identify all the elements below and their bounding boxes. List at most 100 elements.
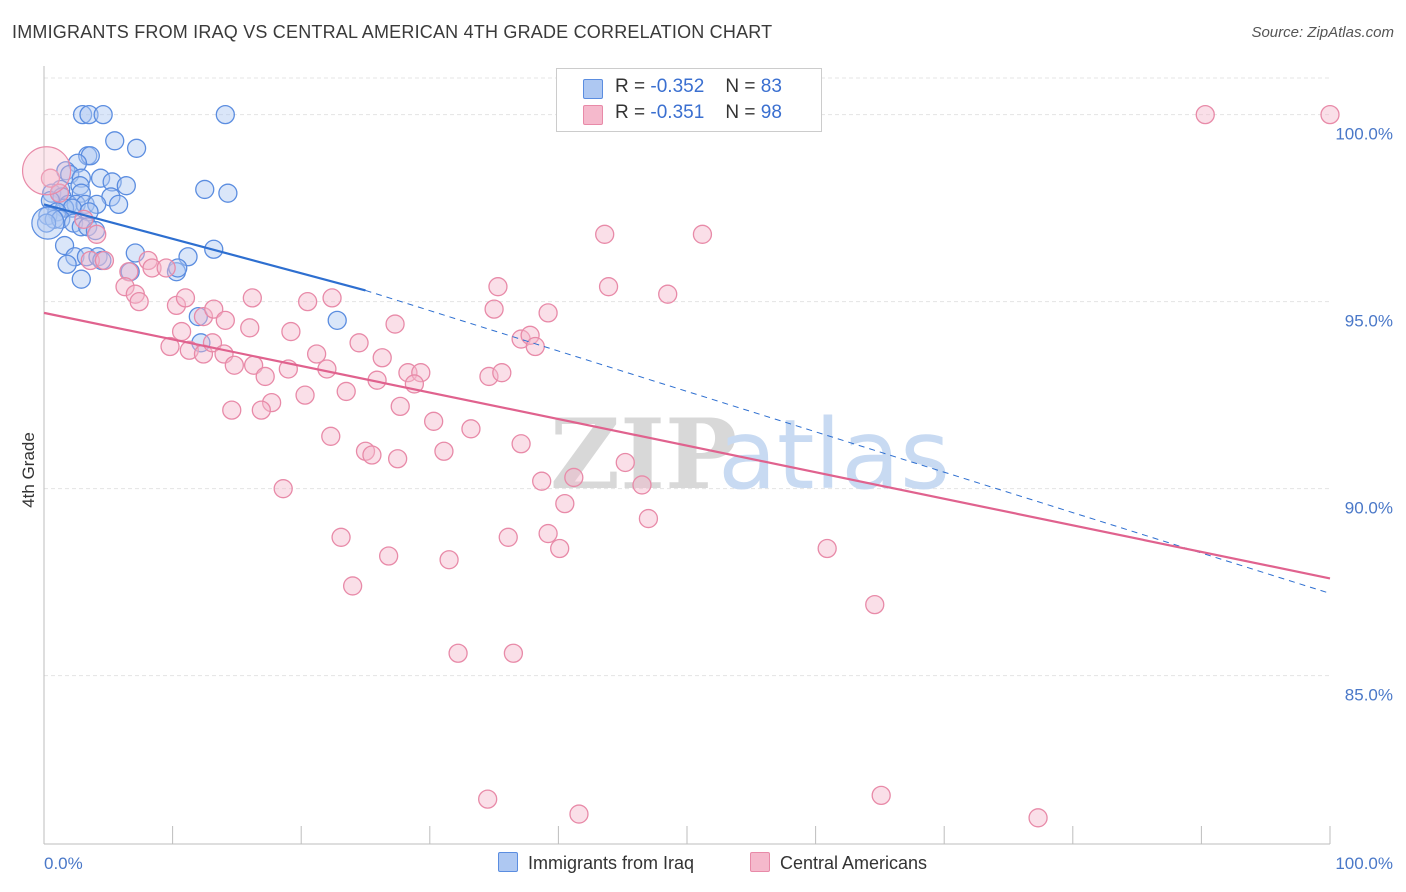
point-central bbox=[273, 479, 293, 499]
trend-line-central bbox=[43, 311, 1331, 580]
point-iraq bbox=[116, 176, 136, 196]
point-central bbox=[871, 785, 891, 806]
point-iraq bbox=[42, 183, 62, 203]
y-tick-label: 90.0% bbox=[1345, 499, 1393, 518]
point-central bbox=[569, 804, 589, 824]
point-iraq bbox=[57, 254, 77, 274]
point-central bbox=[632, 475, 652, 495]
point-iraq bbox=[71, 183, 91, 203]
point-iraq bbox=[327, 310, 347, 330]
watermark-atlas: atlas bbox=[718, 399, 950, 511]
point-central bbox=[129, 291, 149, 312]
point-central bbox=[498, 527, 518, 547]
legend-r-value-central: -0.351 bbox=[650, 102, 705, 123]
point-central bbox=[160, 336, 180, 357]
point-central bbox=[385, 314, 405, 334]
point-central bbox=[342, 576, 363, 596]
point-iraq bbox=[79, 104, 99, 125]
point-central bbox=[692, 224, 713, 244]
point-central bbox=[21, 146, 72, 196]
watermark-zip: ZIP bbox=[550, 398, 737, 511]
legend-swatch-central bbox=[583, 105, 603, 125]
series-label-central: Central Americans bbox=[780, 853, 928, 873]
point-central bbox=[372, 348, 392, 368]
point-central bbox=[255, 366, 275, 387]
point-central bbox=[331, 527, 351, 547]
point-central bbox=[488, 277, 508, 297]
point-central bbox=[171, 321, 192, 342]
point-central bbox=[520, 325, 540, 345]
point-central bbox=[550, 538, 570, 559]
point-central bbox=[503, 643, 524, 663]
point-iraq bbox=[36, 213, 57, 233]
y-tick-label: 85.0% bbox=[1345, 686, 1393, 705]
point-central bbox=[295, 385, 315, 405]
point-central bbox=[336, 381, 356, 402]
point-central bbox=[511, 434, 531, 454]
point-iraq bbox=[195, 179, 215, 200]
point-central bbox=[362, 445, 382, 465]
point-central bbox=[434, 441, 454, 461]
point-iraq bbox=[71, 168, 91, 188]
point-central bbox=[322, 288, 342, 308]
point-iraq bbox=[126, 138, 147, 158]
point-central bbox=[179, 340, 199, 360]
legend-n-label: N = bbox=[725, 102, 756, 123]
point-central bbox=[595, 224, 615, 244]
correlation-legend: R = -0.352 N = 83 R = -0.351 N = 98 bbox=[556, 68, 822, 132]
point-central bbox=[242, 288, 262, 308]
legend-n-value-central: 98 bbox=[760, 102, 782, 123]
grid-lines bbox=[44, 77, 1330, 677]
point-central bbox=[222, 400, 242, 420]
point-central bbox=[40, 168, 61, 188]
point-central bbox=[615, 452, 635, 473]
point-central bbox=[306, 344, 327, 364]
point-central bbox=[461, 419, 481, 439]
trend-line-iraq-extension bbox=[365, 289, 1331, 594]
point-iraq bbox=[72, 104, 93, 125]
point-central bbox=[439, 550, 459, 570]
point-central bbox=[817, 538, 837, 559]
point-iraq bbox=[90, 168, 111, 188]
point-central bbox=[538, 303, 558, 323]
point-central bbox=[349, 333, 369, 353]
point-central bbox=[94, 250, 115, 271]
series-swatch-central bbox=[750, 852, 770, 872]
point-central bbox=[424, 411, 444, 431]
x-tick-label: 0.0% bbox=[44, 854, 83, 873]
point-iraq bbox=[70, 176, 90, 196]
point-central bbox=[321, 426, 341, 446]
series-swatch-iraq bbox=[498, 852, 518, 872]
point-central bbox=[119, 262, 139, 282]
source-label: Source: ZipAtlas.com bbox=[1251, 24, 1394, 41]
point-central bbox=[175, 288, 196, 308]
point-iraq bbox=[71, 217, 91, 237]
y-tick-label: 100.0% bbox=[1335, 125, 1393, 144]
legend-swatch-iraq bbox=[583, 79, 603, 99]
point-iraq bbox=[71, 269, 91, 289]
point-iraq bbox=[215, 104, 235, 125]
series-legend-central: Central Americans bbox=[750, 852, 927, 874]
point-central bbox=[193, 306, 214, 327]
point-iraq bbox=[102, 172, 122, 192]
y-axis-label: 4th Grade bbox=[19, 432, 38, 508]
series-legend-iraq: Immigrants from Iraq bbox=[498, 852, 694, 874]
point-iraq bbox=[93, 104, 113, 125]
chart-title: IMMIGRANTS FROM IRAQ VS CENTRAL AMERICAN… bbox=[12, 22, 773, 42]
legend-n-label: N = bbox=[725, 76, 756, 97]
point-central bbox=[87, 224, 107, 244]
point-central bbox=[387, 449, 408, 469]
trend-line-iraq bbox=[43, 203, 366, 292]
point-central bbox=[638, 508, 659, 529]
trend-lines bbox=[43, 203, 1331, 594]
point-central bbox=[564, 467, 584, 488]
point-central bbox=[478, 789, 498, 809]
point-central bbox=[525, 336, 545, 357]
point-central bbox=[448, 643, 468, 663]
data-points bbox=[21, 104, 1340, 828]
series-label-iraq: Immigrants from Iraq bbox=[528, 853, 695, 873]
legend-n-value-iraq: 83 bbox=[760, 76, 782, 97]
point-central bbox=[142, 258, 162, 278]
point-central bbox=[555, 493, 575, 514]
